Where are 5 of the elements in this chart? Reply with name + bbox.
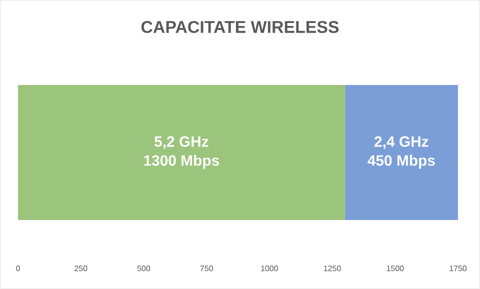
series-label: 5,2 GHz xyxy=(154,136,208,150)
data-label: 450 Mbps xyxy=(368,154,435,169)
data-label: 1300 Mbps xyxy=(144,154,219,169)
chart-title: CAPACITATE WIRELESS xyxy=(141,21,339,33)
series-label: 2,4 GHz xyxy=(374,136,428,150)
